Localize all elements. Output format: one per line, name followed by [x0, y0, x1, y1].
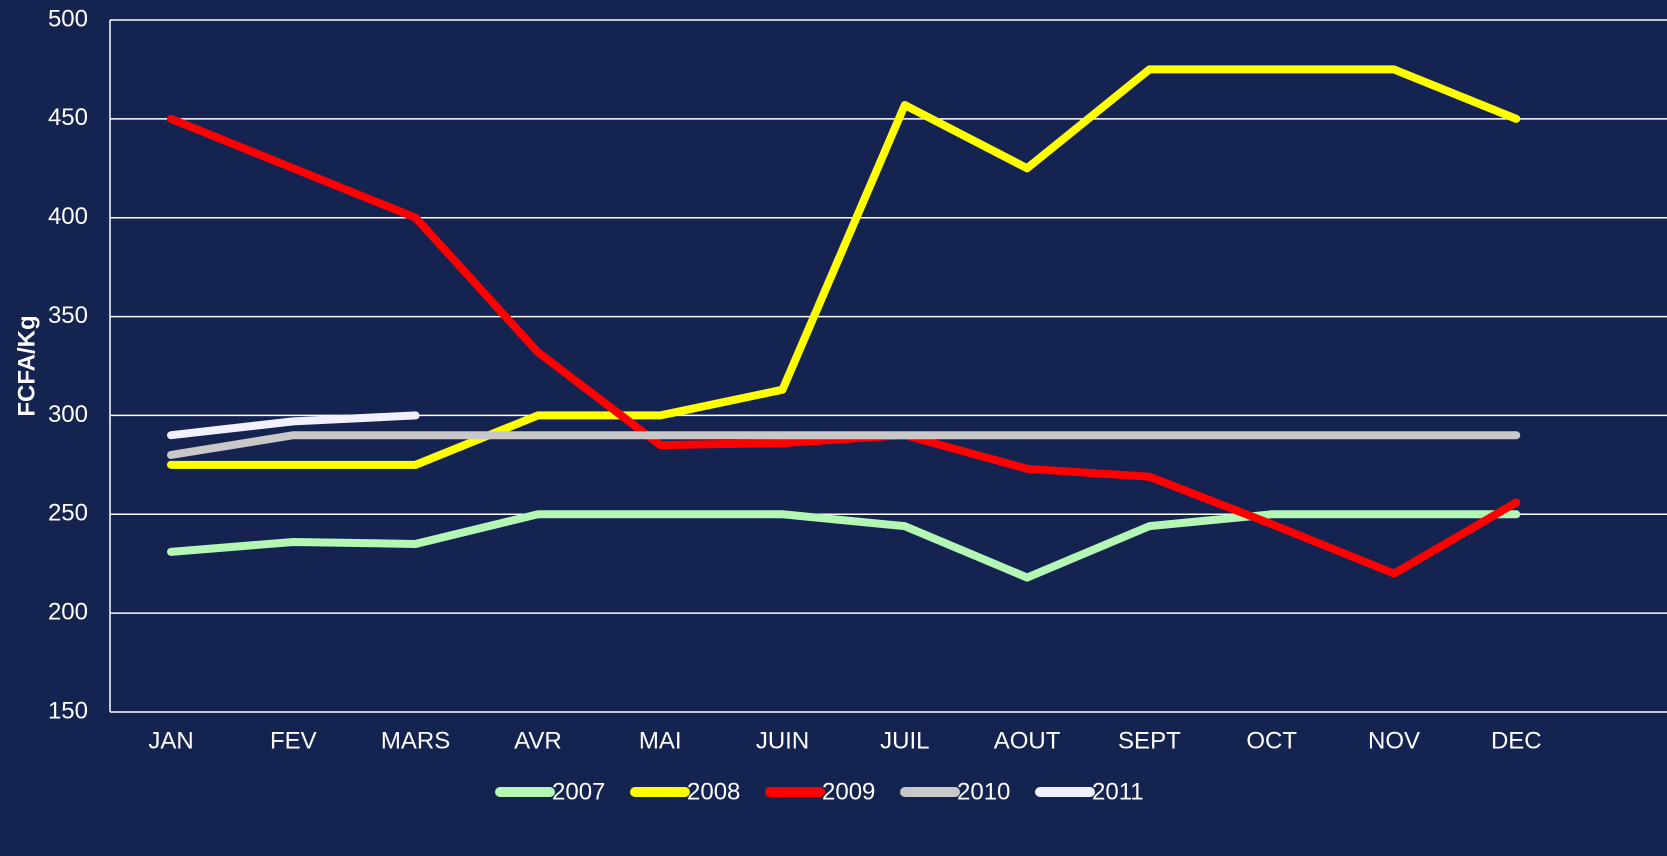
x-tick-label: AOUT	[994, 727, 1061, 754]
y-tick-label: 150	[48, 697, 88, 724]
y-tick-label: 200	[48, 598, 88, 625]
legend-label: 2008	[687, 778, 740, 805]
y-tick-label: 400	[48, 203, 88, 230]
series-line	[167, 411, 420, 440]
x-tick-label: NOV	[1368, 727, 1420, 754]
x-tick-label: JUIN	[756, 727, 809, 754]
x-tick-label: MARS	[381, 727, 450, 754]
x-tick-label: DEC	[1491, 727, 1542, 754]
y-tick-label: 500	[48, 5, 88, 32]
legend-label: 2009	[822, 778, 875, 805]
x-tick-label: OCT	[1246, 727, 1297, 754]
x-tick-label: FEV	[270, 727, 317, 754]
legend-label: 2010	[957, 778, 1010, 805]
legend-label: 2011	[1092, 778, 1144, 805]
y-axis-label: FCFA/Kg	[13, 315, 40, 416]
x-tick-label: SEPT	[1118, 727, 1181, 754]
series-line	[167, 510, 1521, 582]
x-tick-label: JAN	[148, 727, 193, 754]
y-tick-label: 450	[48, 104, 88, 131]
y-tick-label: 300	[48, 401, 88, 428]
series-line	[167, 65, 1521, 469]
y-tick-label: 250	[48, 500, 88, 527]
series-line	[167, 431, 1521, 459]
legend-label: 2007	[552, 778, 605, 805]
x-tick-label: MAI	[639, 727, 682, 754]
y-tick-label: 350	[48, 302, 88, 329]
x-tick-label: JUIL	[880, 727, 929, 754]
x-tick-label: AVR	[514, 727, 562, 754]
